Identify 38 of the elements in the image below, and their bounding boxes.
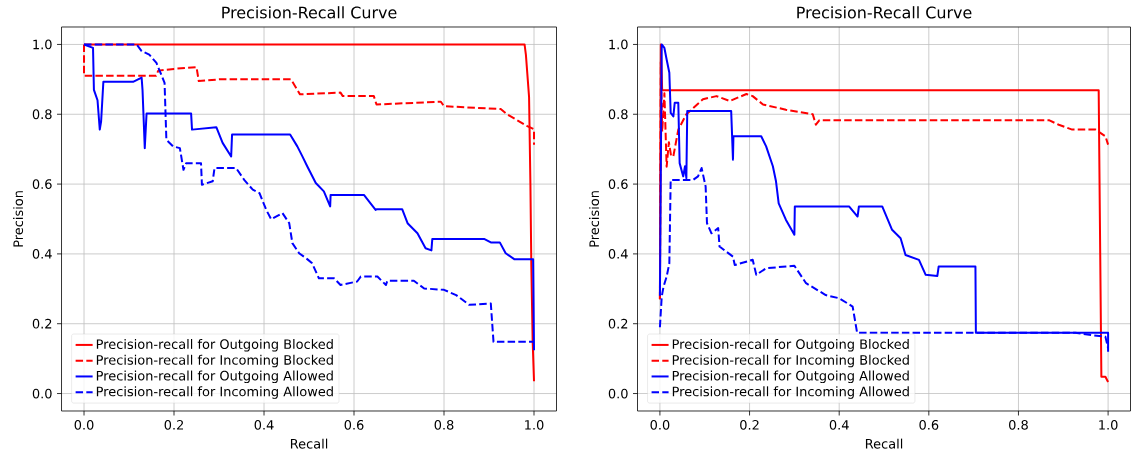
y-tick-label: 0.8 <box>32 109 52 120</box>
y-axis-title: Precision <box>589 191 600 247</box>
y-tick-label: 0.6 <box>32 179 52 189</box>
legend-label: Precision-recall for Outgoing Blocked <box>672 339 909 352</box>
chart-title: Precision-Recall Curve <box>222 6 397 19</box>
x-tick-label: 0.8 <box>434 420 454 430</box>
y-axis-title: Precision <box>13 191 24 247</box>
y-tick-label: 1.0 <box>609 39 628 50</box>
x-tick-label: 0.0 <box>650 420 670 430</box>
x-tick-label: 1.0 <box>525 420 544 430</box>
x-axis-title: Recall <box>290 438 328 449</box>
x-tick-label: 0.6 <box>919 420 939 430</box>
legend-label: Precision-recall for Incoming Blocked <box>96 354 333 368</box>
x-axis-title: Recall <box>865 438 903 449</box>
x-tick-label: 0.2 <box>740 420 759 430</box>
y-tick-label: 1.0 <box>33 39 52 50</box>
x-tick-label: 0.2 <box>164 420 184 430</box>
x-tick-label: 0.0 <box>74 420 94 430</box>
y-tick-label: 0.2 <box>608 318 628 329</box>
y-tick-label: 0.2 <box>32 318 52 329</box>
legend-label: Precision-recall for Outgoing Allowed <box>96 370 333 384</box>
y-tick-label: 0.0 <box>608 388 628 399</box>
chart-title: Precision-Recall Curve <box>797 6 972 19</box>
y-tick-label: 0.4 <box>608 249 628 259</box>
y-tick-label: 0.4 <box>32 249 52 259</box>
legend-label: Precision-recall for Incoming Blocked <box>672 354 909 368</box>
x-tick-label: 0.4 <box>254 420 274 430</box>
y-tick-label: 0.8 <box>608 109 628 120</box>
x-tick-label: 0.8 <box>1009 420 1028 430</box>
legend-label: Precision-recall for Incoming Allowed <box>96 386 333 399</box>
x-tick-label: 0.4 <box>829 420 849 430</box>
legend-label: Precision-recall for Outgoing Blocked <box>96 339 333 352</box>
x-tick-label: 0.6 <box>344 420 364 430</box>
y-tick-label: 0.0 <box>32 388 52 399</box>
legend-label: Precision-recall for Incoming Allowed <box>672 386 909 399</box>
y-tick-label: 0.6 <box>608 179 628 189</box>
x-tick-label: 1.0 <box>1099 420 1118 430</box>
legend-label: Precision-recall for Outgoing Allowed <box>672 370 909 384</box>
